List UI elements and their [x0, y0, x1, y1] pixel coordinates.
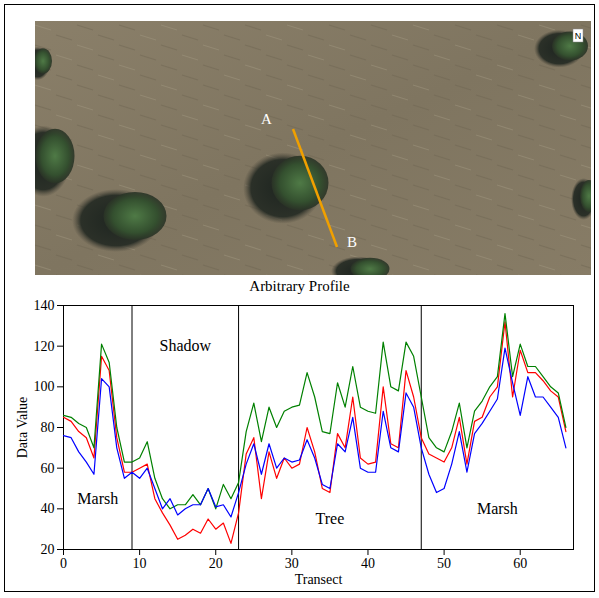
svg-text:50: 50: [437, 556, 451, 571]
svg-text:40: 40: [361, 556, 375, 571]
svg-text:20: 20: [209, 556, 223, 571]
svg-text:B: B: [347, 234, 357, 250]
svg-text:40: 40: [41, 501, 55, 516]
svg-text:Tree: Tree: [316, 510, 345, 527]
svg-text:60: 60: [41, 461, 55, 476]
svg-text:120: 120: [34, 339, 55, 354]
svg-text:100: 100: [34, 379, 55, 394]
svg-text:30: 30: [285, 556, 299, 571]
svg-text:60: 60: [513, 556, 527, 571]
svg-text:A: A: [261, 111, 272, 127]
svg-text:Transect: Transect: [295, 572, 343, 587]
svg-text:Marsh: Marsh: [77, 490, 118, 507]
svg-text:Marsh: Marsh: [477, 500, 518, 517]
html-text:Arbitrary Profile: Arbitrary Profile: [249, 278, 350, 294]
svg-text:0: 0: [60, 556, 67, 571]
svg-text:N: N: [575, 31, 582, 41]
svg-text:10: 10: [133, 556, 147, 571]
svg-text:140: 140: [34, 298, 55, 313]
svg-text:Data Value: Data Value: [15, 397, 30, 459]
svg-text:80: 80: [41, 420, 55, 435]
svg-text:20: 20: [41, 542, 55, 557]
svg-text:Shadow: Shadow: [160, 337, 212, 354]
